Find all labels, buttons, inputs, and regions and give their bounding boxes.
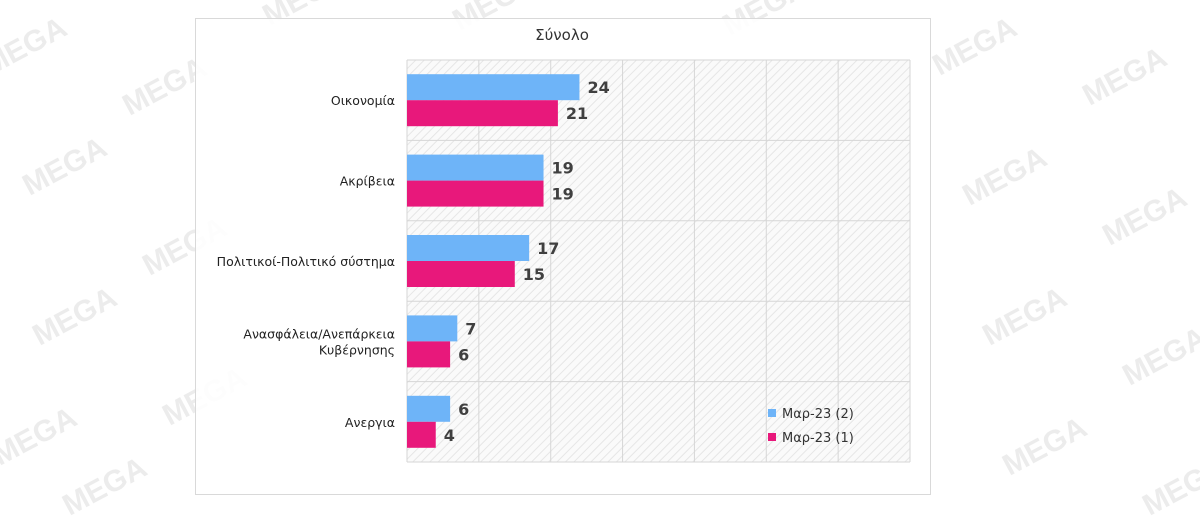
data-label: 6	[458, 400, 469, 419]
bar	[407, 100, 558, 127]
data-label: 21	[566, 104, 588, 123]
bar	[407, 235, 530, 261]
legend-label: Μαρ-23 (1)	[782, 431, 854, 446]
data-label: 7	[465, 319, 476, 338]
category-label: Ακρίβεια	[340, 174, 395, 189]
bar	[407, 315, 458, 342]
legend-swatch	[768, 433, 776, 441]
bar	[407, 154, 544, 181]
bar	[407, 74, 580, 101]
bar	[407, 180, 544, 207]
category-label: Οικονομία	[331, 93, 395, 108]
data-label: 4	[444, 426, 455, 445]
data-label: 19	[552, 185, 574, 204]
data-label: 6	[458, 345, 469, 364]
data-label: 15	[523, 265, 545, 284]
bar-chart: Οικονομία 24 21 Ακρίβεια 19 19 Πολιτικοί-Πολιτ…	[217, 59, 911, 463]
data-label: 19	[552, 159, 574, 178]
chart-title: Σύνολο	[535, 26, 589, 44]
category-label: Ανεργια	[345, 415, 395, 430]
category-label: Ανασφάλεια/Ανεπάρκεια Κυβέρνησης	[243, 326, 395, 357]
bar	[407, 261, 515, 287]
category-label: Πολιτικοί-Πολιτικό σύστημα	[217, 254, 395, 269]
bar	[407, 421, 436, 448]
legend-label: Μαρ-23 (2)	[782, 407, 854, 422]
legend-swatch	[768, 409, 776, 417]
data-label: 17	[537, 239, 559, 258]
bar	[407, 395, 451, 422]
bar	[407, 341, 451, 368]
data-label: 24	[587, 78, 609, 97]
